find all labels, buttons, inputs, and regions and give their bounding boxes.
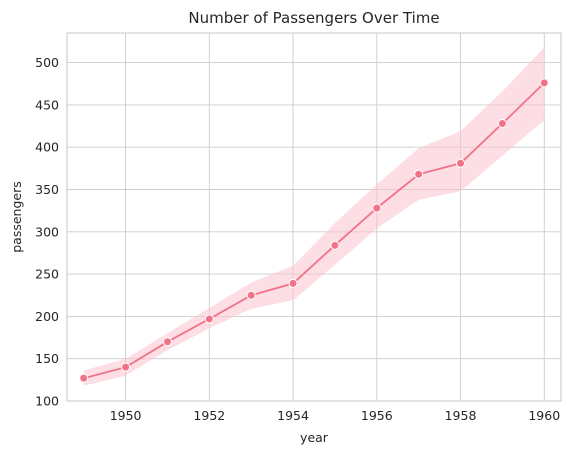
x-tick-label: 1956 (361, 408, 393, 423)
data-points-layer (79, 78, 549, 383)
data-point (414, 169, 424, 179)
chart-title: Number of Passengers Over Time (188, 9, 439, 27)
x-tick-label: 1952 (193, 408, 225, 423)
x-tick-label: 1960 (528, 408, 560, 423)
plot-area-frame (66, 32, 562, 402)
data-point (79, 373, 89, 383)
data-point (456, 158, 466, 168)
data-point (246, 290, 256, 300)
x-tick-label: 1954 (277, 408, 309, 423)
series-line-layer (83, 82, 545, 380)
data-point (497, 119, 507, 129)
y-tick-label: 100 (35, 394, 59, 409)
y-tick-label: 400 (35, 140, 59, 155)
y-tick-label: 150 (35, 351, 59, 366)
y-axis-label: passengers (9, 181, 24, 253)
series-line (83, 82, 545, 380)
data-point (539, 78, 549, 88)
y-tick-label: 200 (35, 309, 59, 324)
data-point (204, 314, 214, 324)
y-tick-label: 350 (35, 182, 59, 197)
y-tick-label: 450 (35, 97, 59, 112)
y-tick-label: 500 (35, 55, 59, 70)
data-point (288, 278, 298, 288)
data-point (162, 337, 172, 347)
data-point (372, 203, 382, 213)
x-tick-labels: 1950 1952 1954 1956 1958 1960 (110, 408, 561, 423)
x-tick-label: 1950 (110, 408, 142, 423)
data-point (330, 240, 340, 250)
data-point (121, 362, 131, 372)
y-tick-label: 250 (35, 267, 59, 282)
y-tick-labels: 100 150 200 250 300 350 400 450 500 (35, 55, 59, 408)
x-tick-label: 1958 (445, 408, 477, 423)
x-axis-label: year (300, 430, 329, 445)
y-tick-label: 300 (35, 224, 59, 239)
